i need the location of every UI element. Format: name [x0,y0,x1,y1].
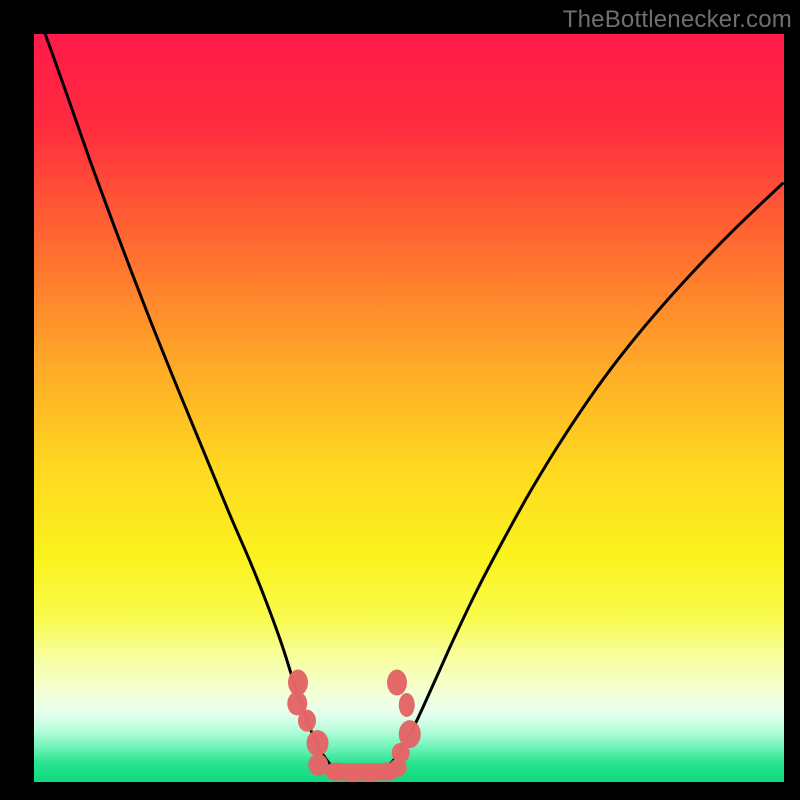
chart-canvas: TheBottlenecker.com [0,0,800,800]
gradient-background [34,34,784,782]
marker-bottom-pill-3 [376,763,398,781]
marker-right-1 [399,693,415,717]
watermark-label: TheBottlenecker.com [563,6,792,34]
marker-left-2 [298,710,316,732]
marker-left-3 [307,730,329,756]
bottleneck-plot [34,34,784,782]
marker-right-0 [387,670,407,696]
